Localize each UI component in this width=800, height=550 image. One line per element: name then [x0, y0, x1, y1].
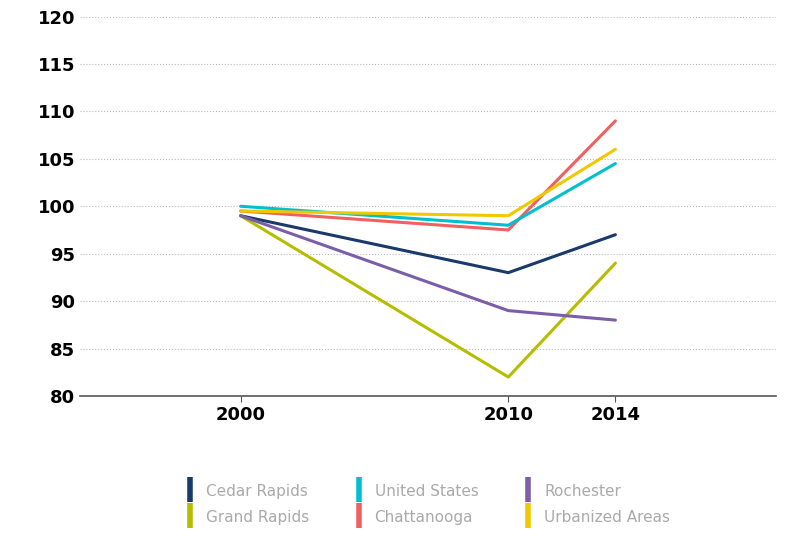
Legend: Cedar Rapids, Grand Rapids, United States, Chattanooga, Rochester, Urbanized Are: Cedar Rapids, Grand Rapids, United State…: [180, 475, 676, 532]
